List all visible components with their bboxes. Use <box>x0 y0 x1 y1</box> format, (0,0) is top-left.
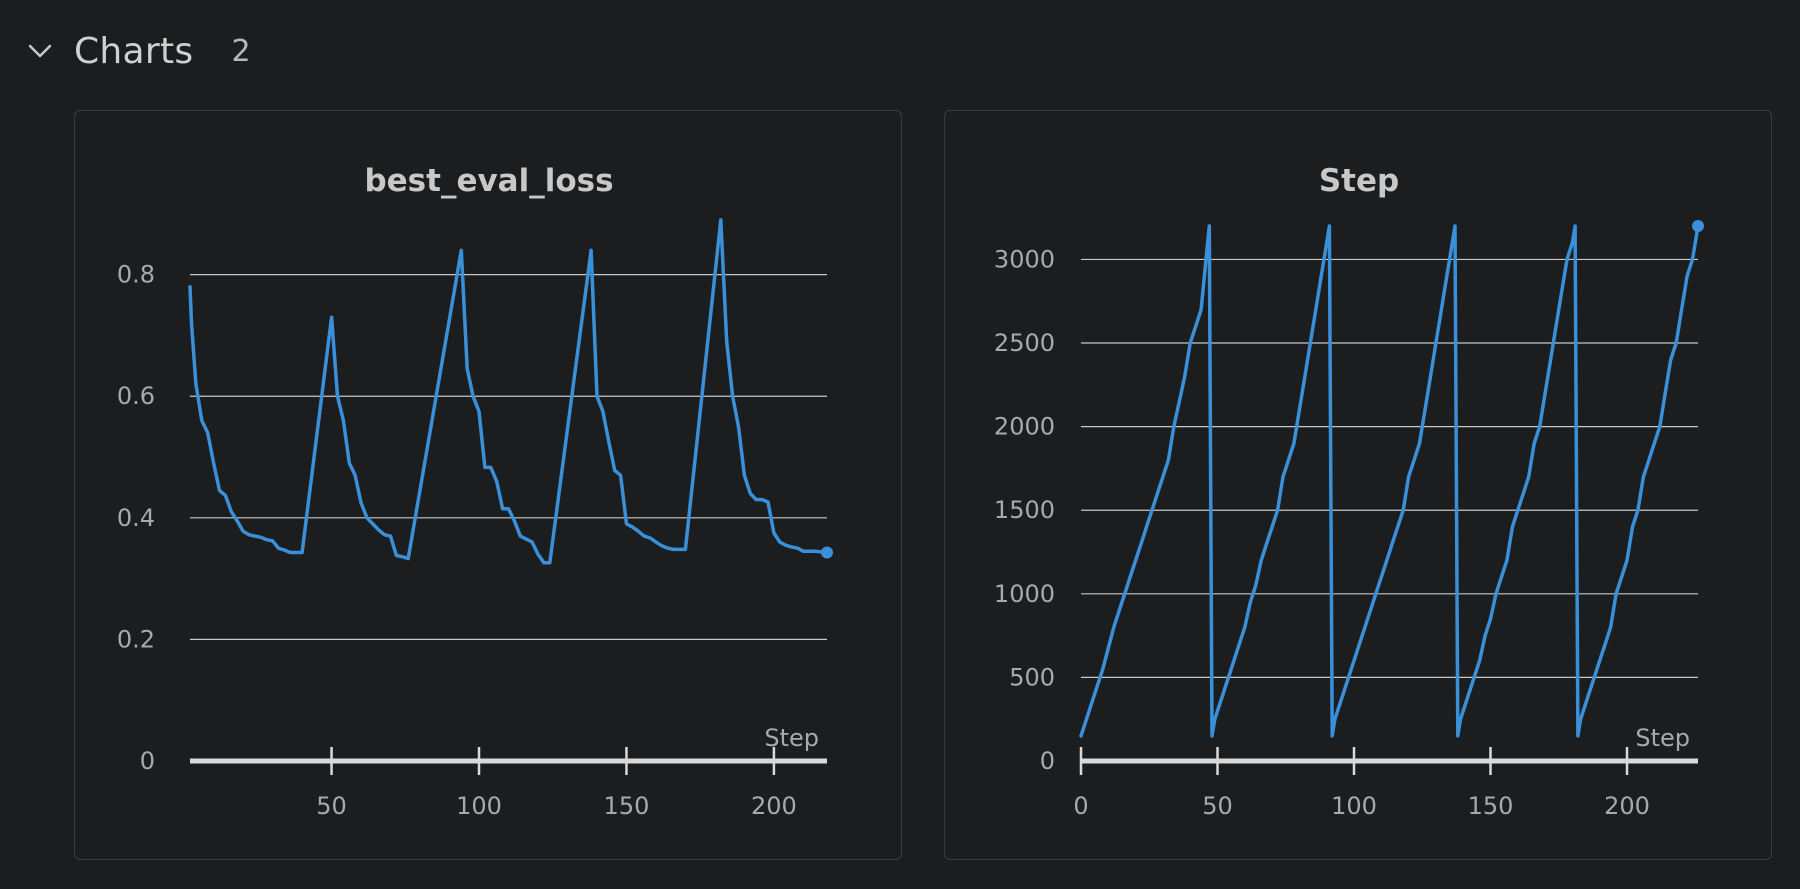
y-tick-label: 2000 <box>994 413 1055 441</box>
y-tick-label: 0 <box>1040 747 1055 775</box>
y-tick-label: 3000 <box>994 245 1055 273</box>
x-tick-label: 200 <box>1604 792 1650 820</box>
y-tick-label: 0.2 <box>117 625 155 653</box>
section-count-badge: 2 <box>231 33 251 69</box>
y-tick-label: 1500 <box>994 496 1055 524</box>
y-tick-label: 0.6 <box>117 382 155 410</box>
x-tick-label: 50 <box>1202 792 1233 820</box>
y-tick-label: 0.8 <box>117 261 155 289</box>
section-header: Charts 2 <box>22 26 251 76</box>
chevron-down-icon[interactable] <box>22 33 58 69</box>
section-title: Charts <box>74 30 194 72</box>
y-tick-label: 500 <box>1009 663 1055 691</box>
x-tick-label: 100 <box>1331 792 1377 820</box>
chart-panel-best-eval-loss[interactable]: best_eval_loss 0 0.2 0.4 0.6 0.8 50 100 150 200 St… <box>74 110 902 860</box>
x-tick-label: 50 <box>316 792 347 820</box>
chart-title: best_eval_loss <box>364 163 613 199</box>
x-axis-label: Step <box>1635 724 1690 752</box>
x-tick-label: 100 <box>456 792 502 820</box>
series-end-point <box>821 546 833 559</box>
y-tick-label: 0 <box>140 747 155 775</box>
series-line <box>1079 224 1700 738</box>
series-line <box>188 218 829 565</box>
x-tick-label: 150 <box>604 792 650 820</box>
chart-svg: Step 0 500 1000 1500 2000 2500 3000 0 50 100 150 200… <box>994 163 1704 820</box>
chart-svg: best_eval_loss 0 0.2 0.4 0.6 0.8 50 100 150 200 St… <box>117 163 833 820</box>
series-end-point <box>1692 220 1704 232</box>
x-tick-label: 0 <box>1073 792 1088 820</box>
chart-title: Step <box>1319 163 1399 199</box>
y-tick-label: 1000 <box>994 580 1055 608</box>
x-tick-label: 200 <box>751 792 797 820</box>
chart-panel-step[interactable]: Step 0 500 1000 1500 2000 2500 3000 0 50 100 150 200… <box>944 110 1772 860</box>
x-tick-label: 150 <box>1468 792 1514 820</box>
y-tick-label: 0.4 <box>117 504 155 532</box>
y-tick-label: 2500 <box>994 329 1055 357</box>
x-axis-label: Step <box>764 724 819 752</box>
